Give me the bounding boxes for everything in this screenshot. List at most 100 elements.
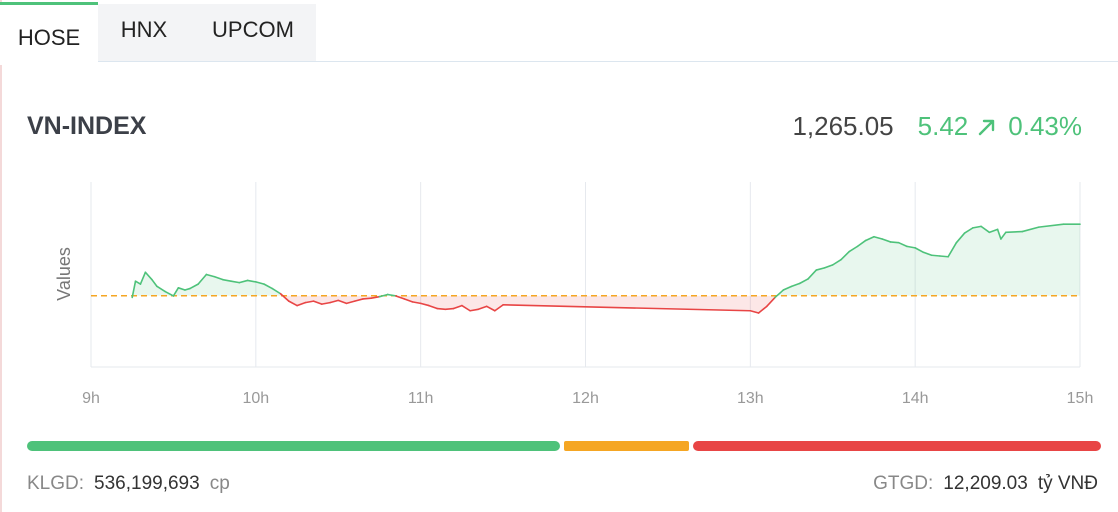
price-line-segment (996, 228, 1002, 240)
price-line-segment (134, 280, 142, 285)
price-line-segment (419, 302, 430, 307)
price-line-segment (774, 289, 785, 299)
price-line-segment (889, 241, 900, 244)
index-name: VN-INDEX (27, 112, 147, 140)
price-line-segment (939, 255, 949, 258)
value-value: 12,209.03 (943, 473, 1028, 494)
breadth-bar-up (27, 441, 560, 451)
price-line-segment (494, 304, 504, 312)
price-line-segment (263, 283, 274, 290)
price-line-segment (197, 273, 208, 285)
price-line-segment (329, 299, 340, 304)
price-line-segment (807, 269, 818, 280)
tabs-divider (98, 61, 1118, 62)
price-line-segment (428, 304, 438, 310)
breadth-bar-unchanged (564, 441, 689, 451)
price-line-segment (840, 250, 851, 261)
price-line-segment (864, 235, 875, 242)
price-line-segment (444, 307, 455, 311)
price-line-segment (353, 298, 364, 302)
value-unit: tỷ VNĐ (1037, 473, 1098, 494)
price-line-segment (749, 309, 760, 314)
value-label: GTGD: (873, 473, 934, 494)
tab-hose[interactable]: HOSE (0, 2, 98, 65)
volume-value: 536,199,693 (94, 473, 200, 494)
price-line-segment (930, 254, 941, 257)
price-line-segment (502, 304, 752, 312)
x-tick-label: 10h (242, 390, 269, 407)
price-line-segment (144, 271, 153, 281)
price-line-segment (436, 307, 447, 311)
price-line-segment (271, 287, 282, 295)
price-line-segment (164, 290, 175, 297)
price-line-segment (184, 287, 191, 291)
price-line-segment (255, 281, 265, 285)
price-summary: 1,265.05 5.42 0.43% (792, 111, 1082, 142)
price-line-segment (881, 238, 892, 243)
price-line-segment (139, 271, 147, 285)
price-line-segment (955, 232, 966, 244)
volume-unit: cp (209, 473, 230, 494)
price-line-segment (386, 293, 397, 297)
exchange-tabs: HOSE HNX UPCOM (0, 0, 1118, 65)
price-line-segment (1005, 230, 1024, 234)
tab-hnx-label: HNX (120, 16, 168, 42)
price-line-segment (378, 293, 389, 298)
volume-label: KLGD: (27, 473, 85, 494)
tab-upcom[interactable]: UPCOM (190, 4, 316, 61)
price-line-segment (988, 228, 999, 234)
price-line-segment (395, 295, 405, 300)
price-line-segment (790, 282, 801, 288)
price-line-segment (477, 305, 488, 311)
arrow-up-right-icon (976, 116, 998, 138)
x-tick-label: 13h (737, 390, 764, 407)
index-change-percent: 0.43% (1008, 111, 1082, 141)
price-line-segment (222, 278, 232, 282)
x-tick-label: 9h (82, 390, 100, 407)
x-tick-label: 12h (572, 390, 599, 407)
price-line-segment (1000, 231, 1007, 240)
value-info: GTGD: 12,209.03 tỷ VNĐ (873, 473, 1098, 495)
price-line-segment (873, 235, 884, 240)
price-line-segment (757, 305, 768, 314)
price-line-segment (848, 245, 859, 253)
price-line-segment (922, 251, 933, 257)
price-line-segment (452, 304, 463, 310)
price-line-segment (304, 300, 315, 304)
left-edge-accent (0, 0, 2, 512)
price-line-segment (156, 285, 166, 293)
price-line-segment (914, 247, 925, 254)
price-line-segment (766, 296, 776, 308)
price-line-segment (469, 308, 480, 312)
volume-info: KLGD: 536,199,693 cp (27, 473, 230, 495)
price-line-segment (213, 275, 224, 281)
price-line-segment (287, 300, 298, 307)
price-line-segment (897, 241, 908, 248)
price-line-segment (189, 283, 199, 290)
price-line-segment (963, 227, 974, 234)
price-line-segment (177, 287, 186, 291)
price-line-segment (345, 300, 356, 305)
x-tick-label: 14h (902, 390, 929, 407)
price-line-segment (972, 225, 982, 229)
price-line-segment (815, 267, 826, 271)
x-tick-label: 11h (408, 390, 434, 407)
x-tick-label: 15h (1067, 390, 1094, 407)
price-line-segment (461, 304, 471, 312)
price-line-segment (856, 239, 867, 248)
tab-hnx[interactable]: HNX (98, 4, 190, 61)
price-line-segment (485, 305, 496, 312)
area-above-reference (132, 224, 1081, 298)
intraday-chart: 9h 10h 11h 12h 13h 14h 15h Values (54, 182, 1094, 407)
index-price: 1,265.05 (792, 111, 894, 141)
price-line-segment (403, 298, 414, 303)
price-line-segment (370, 295, 381, 299)
price-line-segment (279, 292, 290, 302)
breadth-bar-down (693, 441, 1101, 451)
price-line-segment (980, 225, 991, 234)
price-line-segment (238, 279, 249, 284)
y-axis-label: Values (54, 247, 74, 301)
price-line-segment (947, 241, 958, 258)
price-line-segment (798, 278, 809, 285)
price-line-segment (205, 273, 216, 278)
